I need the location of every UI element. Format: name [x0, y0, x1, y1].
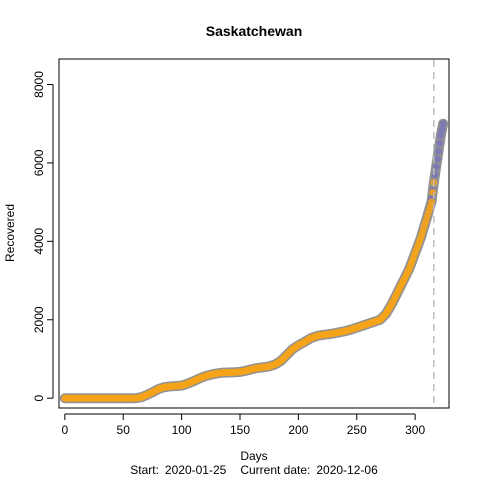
x-axis-label: Days: [240, 449, 267, 463]
forecast-point: [434, 147, 442, 155]
forecast-point: [431, 171, 439, 179]
x-tick-label: 300: [405, 423, 425, 437]
y-tick-label: 0: [32, 395, 46, 402]
plot-frame: [58, 58, 450, 409]
y-tick-label: 8000: [32, 71, 46, 98]
current-date-label: Current date:: [240, 463, 310, 477]
y-axis-label: Recovered: [3, 204, 17, 262]
x-tick-label: 0: [61, 423, 68, 437]
chart-title: Saskatchewan: [206, 23, 303, 39]
start-label: Start:: [130, 463, 159, 477]
y-tick-label: 4000: [32, 228, 46, 255]
forecast-point: [433, 155, 441, 163]
y-axis: 0 2000 4000 6000 8000: [32, 71, 54, 402]
y-tick-label: 2000: [32, 306, 46, 333]
uncertainty-band: [59, 118, 449, 404]
plot-layer: [59, 60, 449, 407]
y-tick-label: 6000: [32, 149, 46, 176]
x-tick-label: 100: [172, 423, 192, 437]
x-tick-label: 200: [288, 423, 308, 437]
x-tick-label: 50: [117, 423, 131, 437]
observed-point: [429, 188, 437, 196]
start-date: 2020-01-25: [165, 463, 227, 477]
forecast-point: [437, 131, 445, 139]
x-tick-label: 250: [347, 423, 367, 437]
forecast-point: [436, 139, 444, 147]
current-date: 2020-12-06: [316, 463, 378, 477]
x-tick-label: 150: [230, 423, 250, 437]
x-axis: 0 50 100 150 200 250 300: [61, 413, 425, 437]
forecast-point: [439, 120, 447, 128]
footer-text: Start: 2020-01-25 Current date: 2020-12-06: [130, 463, 378, 477]
observed-point: [427, 198, 435, 206]
forecast-point: [438, 126, 446, 134]
